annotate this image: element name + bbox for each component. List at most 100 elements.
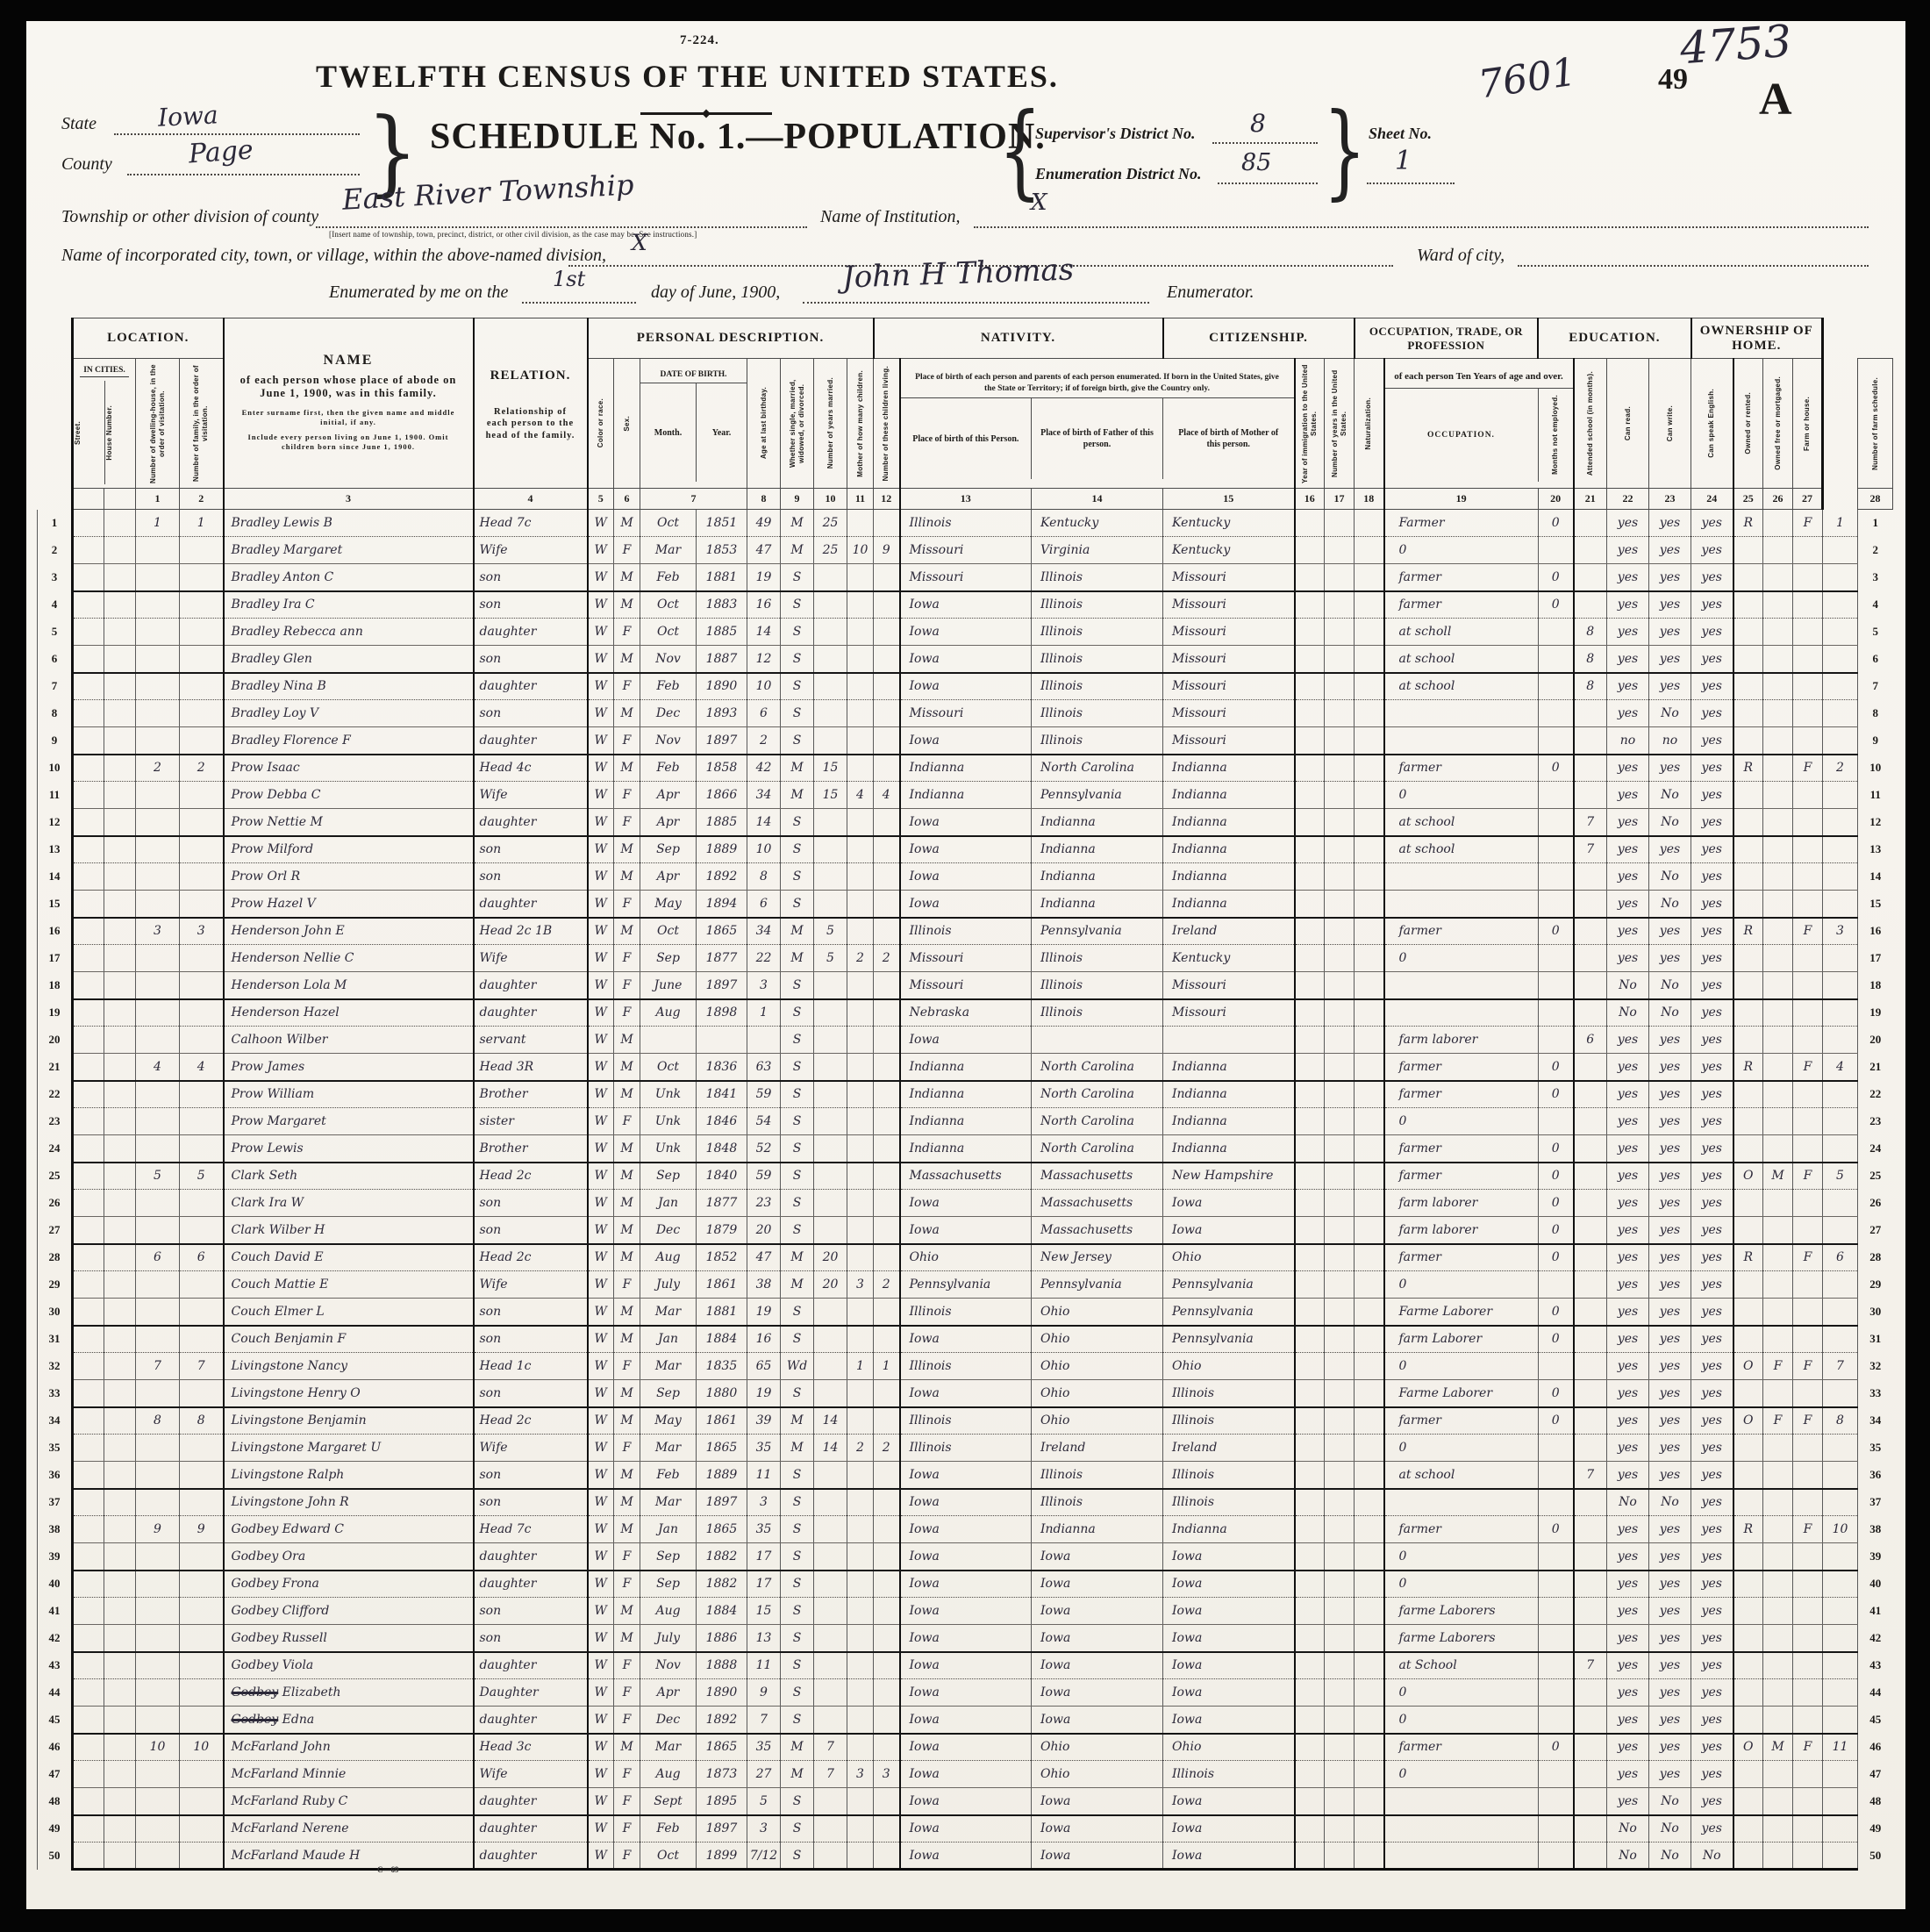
cell-street [71, 944, 104, 972]
cell-own [1732, 835, 1763, 863]
cell-name: Prow Milford [222, 835, 474, 863]
cell-pb: Iowa [898, 1461, 1032, 1490]
cell-cl: 1 [873, 1352, 900, 1380]
city-line [568, 261, 1393, 267]
cell-c17 [1324, 1597, 1355, 1625]
cell-mne [1537, 1461, 1574, 1490]
cell-rd: yes [1606, 1134, 1649, 1163]
cell-rd: yes [1606, 699, 1649, 727]
cell-age: 14 [747, 618, 781, 646]
cell-ym: 14 [813, 1434, 847, 1462]
cell-en: yes [1691, 1515, 1733, 1543]
cell-pbm: Indianna [1162, 862, 1295, 891]
cell-c16 [1293, 971, 1325, 1000]
cell-fh [1792, 1842, 1823, 1871]
occupation-label: OCCUPATION. [1427, 430, 1495, 440]
cell-mo: Mar [640, 1733, 697, 1761]
cell-f [179, 944, 224, 972]
cell-name: Livingstone Nancy [222, 1352, 474, 1380]
handwritten-stamp-4753: 4753 [1678, 15, 1794, 75]
cell-en: yes [1691, 618, 1733, 646]
cell-wr: yes [1648, 1026, 1691, 1054]
cell-fm [1762, 699, 1793, 727]
cell-race: W [586, 1325, 614, 1353]
enumerated-day-line [522, 298, 636, 304]
cell-mo: Mar [640, 1488, 697, 1516]
township-note: [Insert name of township, town, precinct… [329, 230, 697, 239]
cell-ym [813, 590, 847, 619]
cell-c18 [1354, 1624, 1384, 1653]
cell-own [1732, 1325, 1763, 1353]
cell-f: 3 [179, 917, 224, 945]
cell-age: 11 [747, 1461, 781, 1490]
cell-gutl: 46 [37, 1733, 73, 1761]
cell-mne [1537, 1624, 1574, 1653]
cell-ym: 7 [813, 1760, 847, 1788]
cell-en: yes [1691, 1678, 1733, 1707]
cell-mo: Feb [640, 1814, 697, 1843]
cell-mc [847, 1162, 874, 1190]
cell-fm [1762, 1298, 1793, 1327]
cell-pbm: Indianna [1162, 1053, 1295, 1082]
ward-label: Ward of city, [1417, 246, 1505, 265]
cell-pbf: Indianna [1031, 835, 1163, 863]
cell-fs [1822, 835, 1858, 863]
cell-race: W [586, 1379, 614, 1408]
header-can-read: Can read. [1606, 358, 1649, 489]
cell-age: 3 [747, 971, 781, 1000]
cell-sex: F [613, 1760, 640, 1788]
cell-pb: Illinois [898, 1406, 1032, 1435]
cell-st: S [780, 1461, 814, 1490]
cell-own [1732, 645, 1763, 674]
cell-rd: yes [1606, 1760, 1649, 1788]
cell-street [71, 1651, 104, 1679]
header-attended-school: Attended school (in months). [1572, 358, 1607, 489]
cell-fh [1792, 890, 1823, 919]
cell-pb: Iowa [898, 1026, 1032, 1054]
cell-fs [1822, 998, 1858, 1027]
cell-fs: 10 [1822, 1515, 1858, 1543]
cell-rel: daughter [472, 998, 588, 1027]
cell-f [179, 672, 224, 700]
cell-c16 [1293, 1107, 1325, 1135]
cell-pb: Iowa [898, 645, 1032, 674]
cell-cl: 9 [873, 536, 900, 564]
cell-pbf: Ohio [1031, 1325, 1163, 1353]
cell-gutr: 19 [1857, 998, 1893, 1027]
cell-pbf: Illinois [1031, 699, 1163, 727]
cell-cl [873, 726, 900, 755]
census-row: 20 Calhoon Wilber servant W M S Iowa farm labor… [37, 1026, 1893, 1054]
cell-d: 1 [135, 509, 180, 537]
cell-en: yes [1691, 862, 1733, 891]
cell-rel: daughter [472, 890, 588, 919]
cell-fh [1792, 1134, 1823, 1163]
cell-own [1732, 1379, 1763, 1408]
cell-rel: daughter [472, 808, 588, 837]
cell-sex: F [613, 726, 640, 755]
cell-pbf: Pennsylvania [1031, 781, 1163, 809]
cell-c18 [1354, 1053, 1384, 1082]
cell-cl [873, 917, 900, 945]
cell-house [104, 726, 136, 755]
cell-house [104, 1542, 136, 1571]
cell-mne [1537, 1026, 1574, 1054]
name-group-desc: of each person whose place of abode on J… [239, 373, 457, 400]
cell-f [179, 1488, 224, 1516]
cell-fm [1762, 917, 1793, 945]
cell-gutr: 20 [1857, 1026, 1893, 1054]
cell-own [1732, 1488, 1763, 1516]
cell-name: Clark Ira W [222, 1189, 474, 1217]
cell-pbf: Indianna [1031, 862, 1163, 891]
cell-house [104, 862, 136, 891]
cell-wr: yes [1648, 1542, 1691, 1571]
cell-pb: Iowa [898, 1570, 1032, 1598]
cell-sex: F [613, 1842, 640, 1871]
cell-gutr: 6 [1857, 645, 1893, 673]
page-number: 49 [1658, 63, 1688, 96]
cell-ym: 25 [813, 509, 847, 537]
cell-gutl: 18 [37, 971, 73, 999]
cell-street [71, 998, 104, 1027]
cell-fm [1762, 781, 1793, 809]
cell-f [179, 808, 224, 837]
